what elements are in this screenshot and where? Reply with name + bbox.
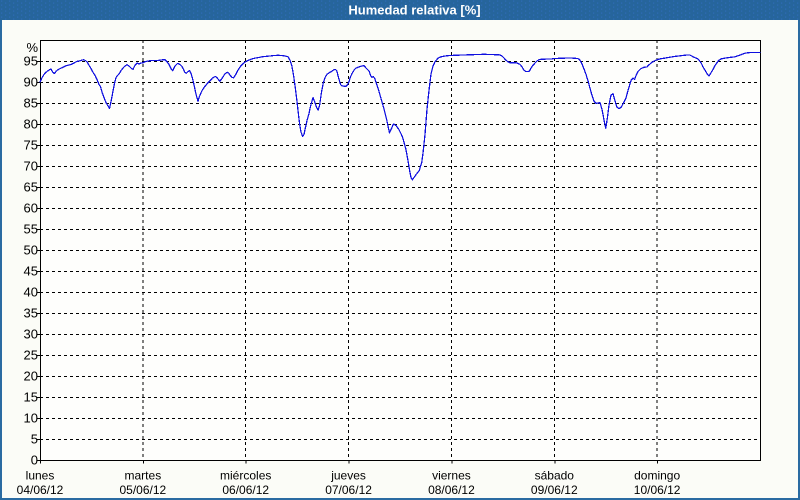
svg-text:75: 75: [24, 138, 38, 153]
svg-text:04/06/12: 04/06/12: [17, 483, 64, 497]
svg-text:95: 95: [24, 54, 38, 69]
svg-text:06/06/12: 06/06/12: [222, 483, 269, 497]
svg-text:Humedad relativa [%]: Humedad relativa [%]: [348, 3, 480, 18]
svg-text:07/06/12: 07/06/12: [325, 483, 372, 497]
svg-text:20: 20: [24, 369, 38, 384]
svg-text:martes: martes: [125, 469, 162, 483]
svg-text:25: 25: [24, 348, 38, 363]
svg-text:85: 85: [24, 96, 38, 111]
svg-text:10: 10: [24, 411, 38, 426]
svg-text:15: 15: [24, 390, 38, 405]
svg-text:5: 5: [31, 432, 38, 447]
svg-text:0: 0: [31, 453, 38, 468]
svg-text:sábado: sábado: [535, 469, 575, 483]
svg-text:80: 80: [24, 117, 38, 132]
svg-text:70: 70: [24, 159, 38, 174]
svg-text:65: 65: [24, 180, 38, 195]
svg-text:55: 55: [24, 222, 38, 237]
svg-text:08/06/12: 08/06/12: [428, 483, 475, 497]
svg-text:60: 60: [24, 201, 38, 216]
svg-text:jueves: jueves: [330, 469, 366, 483]
svg-text:05/06/12: 05/06/12: [120, 483, 167, 497]
svg-text:30: 30: [24, 327, 38, 342]
svg-text:miércoles: miércoles: [220, 469, 271, 483]
svg-text:09/06/12: 09/06/12: [531, 483, 578, 497]
svg-text:viernes: viernes: [432, 469, 471, 483]
svg-text:35: 35: [24, 306, 38, 321]
svg-text:%: %: [26, 40, 38, 55]
svg-text:50: 50: [24, 243, 38, 258]
svg-text:45: 45: [24, 264, 38, 279]
svg-text:lunes: lunes: [26, 469, 55, 483]
svg-text:10/06/12: 10/06/12: [634, 483, 681, 497]
svg-text:90: 90: [24, 75, 38, 90]
svg-text:domingo: domingo: [634, 469, 680, 483]
svg-text:40: 40: [24, 285, 38, 300]
